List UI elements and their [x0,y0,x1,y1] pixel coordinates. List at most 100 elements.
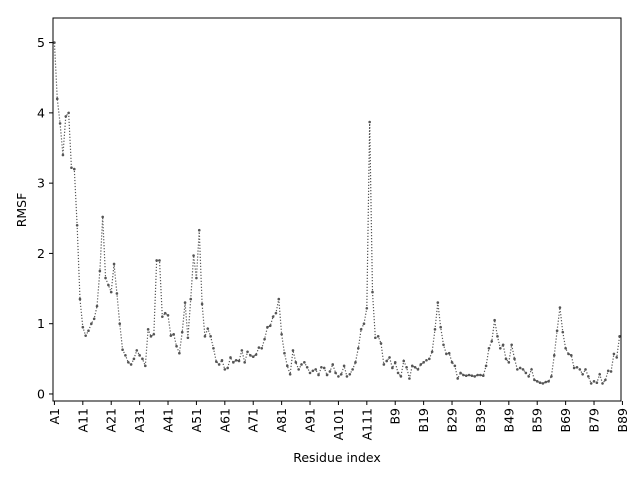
data-point [447,351,451,355]
data-point [439,325,442,329]
data-point [337,375,340,378]
data-point [567,352,570,356]
data-point [226,366,229,370]
x-tick-label: B79 [587,408,602,433]
data-point [70,166,73,169]
data-point [365,306,369,310]
data-point [470,374,474,378]
x-tick-label: A31 [132,408,147,432]
data-point [92,317,96,321]
data-point [240,349,244,352]
data-point [456,377,460,380]
data-point [396,371,400,375]
y-tick-label: 2 [37,246,45,261]
data-point [288,373,292,376]
x-tick-label: B9 [388,408,403,425]
data-point [430,350,434,354]
data-point [161,315,164,318]
x-tick-label: B69 [558,408,573,433]
data-point [87,329,90,333]
data-point [388,356,391,359]
data-point [504,357,508,361]
data-point [78,297,82,301]
data-point [212,346,215,350]
x-tick-label: B29 [445,408,460,433]
data-point [507,361,511,364]
x-axis-label: Residue index [293,450,381,465]
data-point [561,330,565,334]
data-point [408,377,411,380]
data-point [339,373,343,376]
data-point [232,361,235,364]
data-point [314,368,318,371]
data-point [266,325,269,329]
data-point [334,371,337,375]
data-point [203,335,207,338]
data-point [501,343,505,347]
data-point [197,228,201,232]
y-axis-ticks: 0 1 2 3 4 5 [37,35,53,401]
data-point [138,354,141,357]
data-point [260,346,264,350]
x-tick-label: A61 [217,408,232,432]
data-point [516,368,519,371]
data-point [67,111,70,115]
data-point [81,325,85,329]
x-tick-label: A81 [274,408,289,432]
data-point [379,342,383,345]
data-point [589,382,593,385]
data-point [101,215,104,219]
data-point [141,357,144,361]
data-point [166,313,170,317]
x-tick-label: A11 [75,408,90,432]
x-tick-label: A21 [104,408,119,432]
y-tick-label: 5 [37,35,45,50]
data-point [257,346,261,349]
data-point [104,276,107,280]
data-point [206,327,210,330]
data-point [220,358,224,362]
data-point [195,276,198,280]
x-tick-label: B59 [530,408,545,433]
x-tick-label: B89 [615,408,630,433]
data-point [186,336,190,340]
data-point [331,363,335,366]
data-point [547,380,550,383]
data-point [391,366,394,370]
data-point [271,315,275,318]
data-point [393,361,397,364]
data-point [73,167,76,171]
data-point [354,361,357,364]
data-point [189,297,193,301]
data-point [575,365,579,369]
data-point [124,354,127,357]
data-point [541,382,545,385]
data-point [342,364,346,368]
data-point [237,359,241,363]
data-point [527,375,530,378]
x-tick-label: A111 [359,408,374,440]
data-point [283,351,286,355]
data-point [521,368,525,371]
data-point [107,283,110,287]
y-tick-label: 3 [37,176,45,191]
data-point [234,358,238,362]
data-point [308,371,312,375]
data-point [183,301,187,304]
data-point [149,335,153,338]
x-tick-label: A41 [161,408,176,432]
data-point [609,370,613,373]
data-point [64,115,68,118]
data-point [277,297,281,301]
data-point [286,364,289,368]
data-point [513,357,516,361]
data-point [359,328,363,331]
data-point [53,41,56,44]
data-point [584,368,587,371]
data-point [615,356,619,359]
data-point [428,357,431,361]
data-point [459,371,462,375]
data-point [263,337,266,341]
data-point [351,368,354,371]
data-point [382,363,386,366]
